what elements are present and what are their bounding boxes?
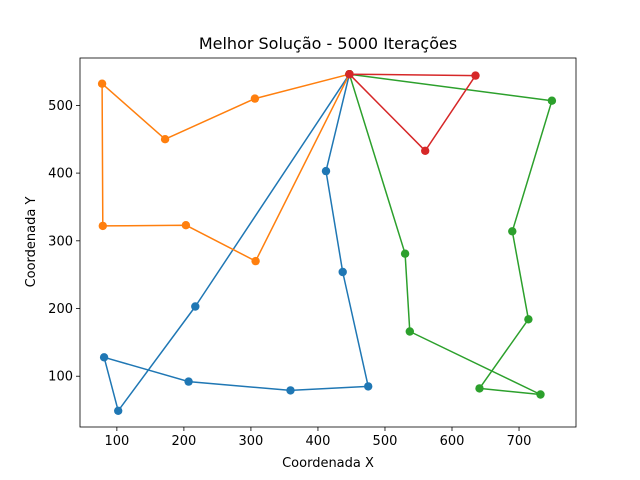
series-3-point: [405, 327, 414, 336]
series-3-point: [524, 315, 533, 324]
series-1-point: [114, 406, 123, 415]
series-1-point: [191, 302, 200, 311]
x-tick-label: 300: [239, 434, 264, 449]
series-1-point: [184, 377, 193, 386]
series-1-point: [99, 353, 109, 362]
series-1-point: [321, 166, 331, 176]
y-tick-label: 200: [48, 302, 73, 317]
series-4-point: [345, 70, 354, 79]
x-axis-title: Coordenada X: [282, 456, 374, 471]
series-4-line: [348, 73, 477, 152]
series-3-point: [400, 249, 410, 258]
plot-area: [97, 70, 557, 415]
plot-frame: [79, 57, 577, 428]
series-4-point: [421, 146, 430, 155]
y-tick-label: 500: [48, 99, 73, 114]
series-1-point: [364, 382, 373, 391]
series-2-point: [97, 79, 107, 88]
series-2-point: [98, 221, 108, 231]
series-2-point: [250, 94, 260, 103]
series-2-point: [160, 135, 170, 144]
y-tick-label: 100: [48, 370, 73, 385]
y-tick-label: 300: [48, 234, 73, 249]
series-1-point: [338, 267, 347, 277]
axis-ticks: 100 200 300 400 500 600 700 100 200 300 400 500: [48, 99, 531, 449]
series-3-point: [536, 390, 545, 399]
chart-title: Melhor Solução - 5000 Iterações: [199, 34, 457, 53]
y-tick-label: 400: [48, 167, 73, 182]
x-tick-label: 600: [440, 434, 465, 449]
x-tick-label: 100: [104, 434, 129, 449]
series-1-line: [103, 73, 369, 412]
series-4-point: [471, 71, 480, 80]
series-1-point: [286, 386, 295, 395]
series-3-point: [547, 96, 557, 105]
series-2-point: [181, 221, 191, 230]
x-tick-label: 700: [507, 434, 532, 449]
x-tick-label: 500: [373, 434, 398, 449]
x-tick-label: 400: [306, 434, 331, 449]
series-2-line: [101, 73, 351, 262]
y-axis-title: Coordenada Y: [24, 197, 39, 288]
series-3-point: [508, 227, 517, 236]
series-2-point: [251, 256, 260, 266]
series-4: [345, 70, 480, 155]
x-tick-label: 200: [171, 434, 196, 449]
series-3-point: [475, 384, 484, 393]
